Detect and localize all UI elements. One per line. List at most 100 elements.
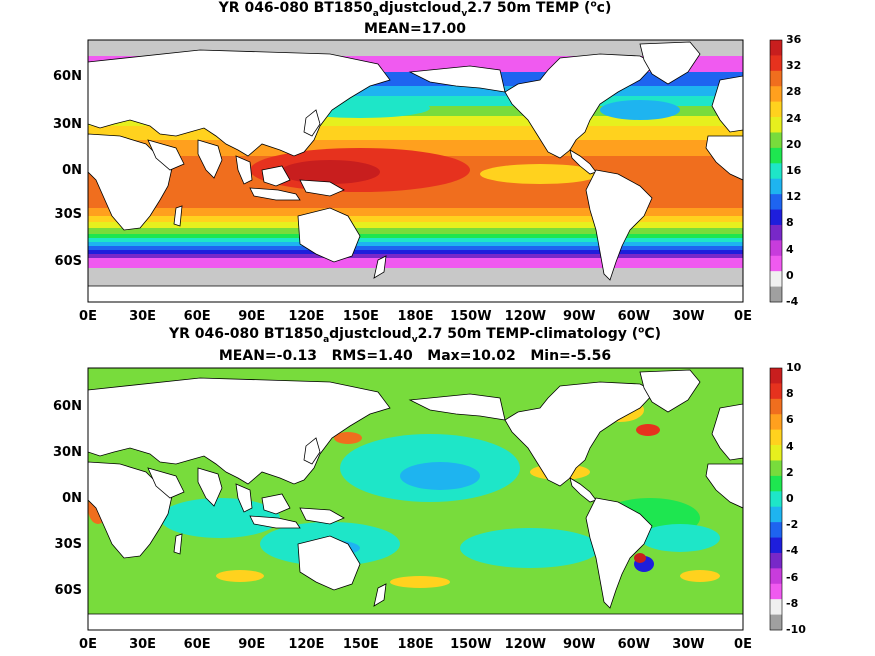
top-colorbar-label-4: 20 — [786, 137, 802, 151]
top-colorbar-swatch-6 — [770, 132, 782, 149]
top-lon-label-12: 0E — [734, 309, 752, 324]
top-colorbar-swatch-2 — [770, 70, 782, 87]
bottom-map-title: YR 046-080 BT1850adjustcloudv2.7 50m TEM… — [168, 325, 662, 345]
bottom-colorbar-swatch-10 — [770, 522, 782, 538]
bottom-colorbar-label-3: 4 — [786, 439, 794, 453]
bottom-map-frame — [87, 367, 744, 631]
bottom-lon-label-6: 180E — [397, 637, 434, 652]
bottom-colorbar-swatch-3 — [770, 414, 782, 430]
top-colorbar-swatch-3 — [770, 86, 782, 102]
bottom-colorbar-label-6: -2 — [786, 518, 799, 532]
top-lon-label-5: 150E — [342, 309, 379, 324]
bottom-colorbar-label-2: 6 — [786, 413, 794, 427]
bottom-colorbar-swatch-6 — [770, 460, 782, 477]
bottom-lat-label-60s: 60S — [54, 583, 82, 598]
top-colorbar-swatch-1 — [770, 55, 782, 72]
top-colorbar-label-7: 8 — [786, 216, 794, 230]
top-colorbar-label-8: 4 — [786, 242, 794, 256]
bottom-colorbar-label-5: 0 — [786, 492, 794, 505]
top-lon-label-1: 30E — [129, 309, 157, 324]
bottom-lon-label-9: 90W — [563, 637, 596, 652]
bottom-colorbar-swatch-7 — [770, 475, 782, 492]
bottom-lat-label-0n: 0N — [62, 491, 82, 506]
bottom-lon-label-3: 90E — [238, 637, 266, 652]
top-map — [88, 40, 743, 302]
top-lon-label-3: 90E — [238, 309, 266, 324]
top-colorbar-swatch-11 — [770, 209, 782, 226]
top-lat-label-30s: 30S — [54, 207, 82, 222]
top-lon-label-8: 120W — [504, 309, 547, 324]
top-colorbar-label-3: 24 — [786, 111, 802, 125]
top-colorbar-swatch-4 — [770, 101, 782, 118]
bottom-colorbar-swatch-1 — [770, 383, 782, 400]
top-colorbar-label-6: 12 — [786, 190, 802, 204]
top-colorbar-swatch-0 — [770, 40, 782, 56]
bottom-colorbar-swatch-13 — [770, 568, 782, 585]
bottom-colorbar — [769, 367, 783, 631]
top-colorbar-label-5: 16 — [786, 164, 802, 177]
top-lon-label-10: 60W — [617, 309, 651, 324]
top-colorbar-swatch-10 — [770, 194, 782, 210]
bottom-colorbar-swatch-9 — [770, 506, 782, 523]
bottom-lon-label-11: 30W — [672, 637, 705, 652]
bottom-colorbar-label-9: -8 — [786, 596, 799, 610]
bottom-colorbar-swatch-4 — [770, 429, 782, 446]
top-colorbar-swatch-14 — [770, 255, 782, 272]
top-colorbar-swatch-16 — [770, 286, 782, 303]
bottom-colorbar-swatch-0 — [770, 368, 782, 384]
bottom-lon-label-2: 60E — [183, 637, 211, 652]
bottom-lon-label-7: 150W — [450, 637, 492, 652]
bottom-lon-label-12: 0E — [734, 637, 752, 652]
top-map-title: YR 046-080 BT1850adjustcloudv2.7 50m TEM… — [218, 0, 612, 19]
top-colorbar-frame — [769, 39, 783, 303]
top-colorbar — [769, 39, 783, 303]
bottom-lat-label-60n: 60N — [53, 399, 82, 414]
top-colorbar-label-0: 36 — [786, 33, 802, 46]
top-colorbar-swatch-13 — [770, 240, 782, 257]
bottom-lon-label-5: 150E — [342, 637, 379, 652]
bottom-colorbar-label-4: 2 — [786, 465, 794, 479]
top-colorbar-label-9: 0 — [786, 268, 794, 282]
top-lon-label-9: 90W — [563, 309, 596, 324]
bottom-lon-label-4: 120E — [288, 637, 325, 652]
bottom-lon-label-8: 120W — [504, 637, 547, 652]
top-colorbar-label-10: -4 — [786, 295, 799, 308]
bottom-colorbar-swatch-11 — [770, 537, 782, 554]
top-lat-label-30n: 30N — [53, 117, 82, 132]
top-lat-label-60n: 60N — [53, 69, 82, 84]
bottom-map-stats: MEAN=-0.13 RMS=1.40 Max=10.02 Min=-5.56 — [218, 348, 612, 364]
top-colorbar-swatch-12 — [770, 224, 782, 241]
bottom-colorbar-swatch-2 — [770, 398, 782, 415]
bottom-map — [88, 368, 743, 630]
bottom-lat-label-30n: 30N — [53, 445, 82, 460]
top-lon-label-2: 60E — [183, 309, 211, 324]
top-map-frame — [87, 39, 744, 303]
top-colorbar-swatch-7 — [770, 147, 782, 164]
bottom-colorbar-label-1: 8 — [786, 387, 794, 401]
top-lon-label-6: 180E — [397, 309, 434, 324]
bottom-lon-label-1: 30E — [129, 637, 157, 652]
top-lat-label-0n: 0N — [62, 163, 82, 178]
top-colorbar-swatch-9 — [770, 178, 782, 195]
top-lon-label-7: 150W — [450, 309, 492, 324]
bottom-colorbar-label-10: -10 — [786, 623, 806, 636]
bottom-lat-label-30s: 30S — [54, 537, 82, 552]
bottom-lon-label-0: 0E — [79, 637, 97, 652]
top-lon-label-11: 30W — [672, 309, 705, 324]
bottom-colorbar-swatch-5 — [770, 445, 782, 461]
top-map-stats: MEAN=17.00 — [363, 21, 467, 37]
bottom-colorbar-swatch-8 — [770, 491, 782, 508]
bottom-colorbar-swatch-12 — [770, 552, 782, 569]
top-colorbar-swatch-8 — [770, 163, 782, 180]
bottom-colorbar-frame — [769, 367, 783, 631]
bottom-colorbar-swatch-15 — [770, 599, 782, 615]
top-colorbar-swatch-15 — [770, 271, 782, 287]
bottom-colorbar-label-7: -4 — [786, 544, 799, 558]
bottom-colorbar-swatch-16 — [770, 614, 782, 631]
top-colorbar-label-1: 32 — [786, 59, 802, 73]
top-lat-label-60s: 60S — [54, 254, 82, 269]
top-lon-label-4: 120E — [288, 309, 325, 324]
bottom-colorbar-label-0: 10 — [786, 361, 802, 374]
top-colorbar-swatch-5 — [770, 117, 782, 133]
